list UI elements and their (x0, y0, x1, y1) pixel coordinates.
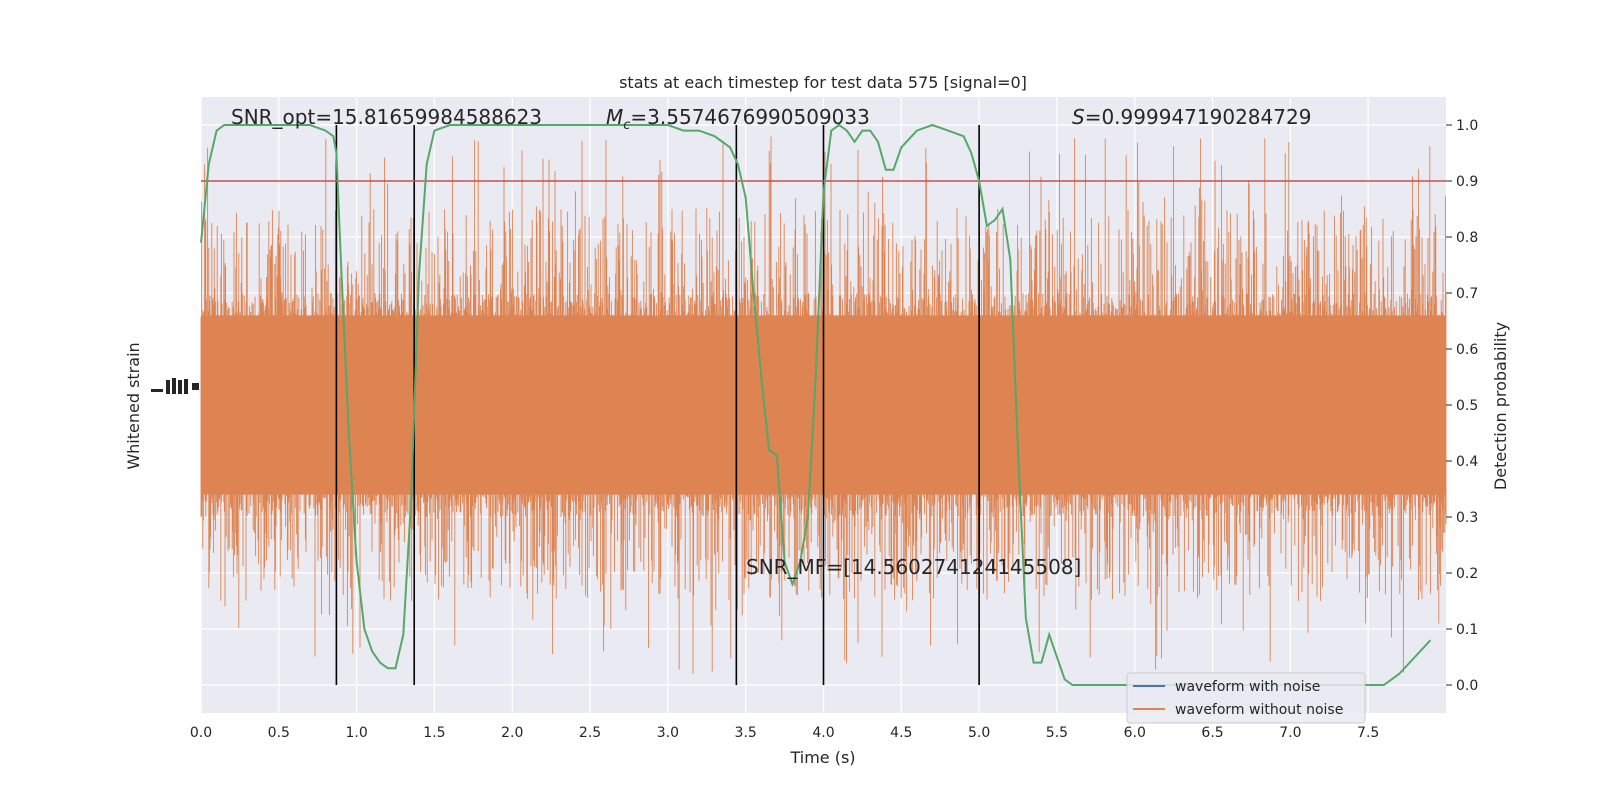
legend-box (1126, 672, 1366, 724)
y-tick-labels-right: 0.0 0.1 0.2 0.3 0.4 0.5 0.6 0.7 0.8 0.9 1.0 (1446, 118, 1478, 694)
x-tick-label: 0.5 (268, 725, 290, 741)
y-tick-label: 0.4 (1456, 454, 1478, 470)
x-tick-label: 4.0 (812, 725, 834, 741)
x-tick-label: 7.0 (1279, 725, 1301, 741)
y-tick-label: 1.0 (1456, 118, 1478, 134)
y-tick-label: 0.9 (1456, 174, 1478, 190)
y-tick-label: 0.3 (1456, 510, 1478, 526)
y-tick-label: 0.6 (1456, 342, 1478, 358)
x-tick-label: 2.5 (579, 725, 601, 741)
series-detection-probability (200, 123, 1432, 686)
chart-title: stats at each timestep for test data 575… (619, 73, 1027, 92)
x-tick-label: 3.5 (735, 725, 757, 741)
left-tick-glyph (166, 380, 170, 394)
x-axis-title: Time (s) (789, 748, 855, 767)
left-tick-glyph (178, 380, 182, 394)
x-tick-label: 0.0 (190, 725, 212, 741)
x-tick-labels: 0.0 0.5 1.0 1.5 2.0 2.5 3.0 3.5 4.0 4.5 5.0 5.5 6.0 6… (190, 725, 1379, 741)
annotation-s-value: S=0.999947190284729 (1072, 105, 1311, 129)
left-tick-glyph (151, 389, 163, 392)
left-tick-glyph (184, 379, 188, 394)
legend: waveform with noise waveform without noi… (1126, 672, 1366, 724)
y-axis-title-right: Detection probability (1491, 322, 1510, 490)
y-axis-title-left: Whitened strain (124, 342, 143, 469)
y-tick-label: 0.2 (1456, 566, 1478, 582)
x-tick-label: 1.0 (345, 725, 367, 741)
y-tick-label: 0.1 (1456, 622, 1478, 638)
x-tick-label: 6.0 (1124, 725, 1146, 741)
annotation-chirp-mass: Mc=3.5574676990509033 (606, 105, 870, 133)
y-tick-label: 0.0 (1456, 678, 1478, 694)
x-tick-label: 5.5 (1046, 725, 1068, 741)
x-tick-label: 3.0 (657, 725, 679, 741)
x-tick-label: 4.5 (890, 725, 912, 741)
left-tick-glyph (192, 383, 199, 390)
x-tick-label: 7.5 (1357, 725, 1379, 741)
x-tick-label: 1.5 (423, 725, 445, 741)
x-tick-label: 6.5 (1201, 725, 1223, 741)
annotation-snr-opt: SNR_opt=15.81659984588623 (231, 105, 542, 129)
legend-label-noise: waveform with noise (1175, 679, 1320, 695)
legend-label-clean: waveform without noise (1175, 702, 1343, 718)
x-tick-label: 5.0 (968, 725, 990, 741)
y-tick-label: 0.8 (1456, 230, 1478, 246)
y-tick-label: 0.7 (1456, 286, 1478, 302)
left-axis-ticks (151, 378, 199, 394)
x-tick-label: 2.0 (501, 725, 523, 741)
annotation-snr-mf: SNR_MF=[14.560274124145508] (746, 555, 1081, 579)
y-tick-label: 0.5 (1456, 398, 1478, 414)
left-tick-glyph (172, 378, 176, 394)
